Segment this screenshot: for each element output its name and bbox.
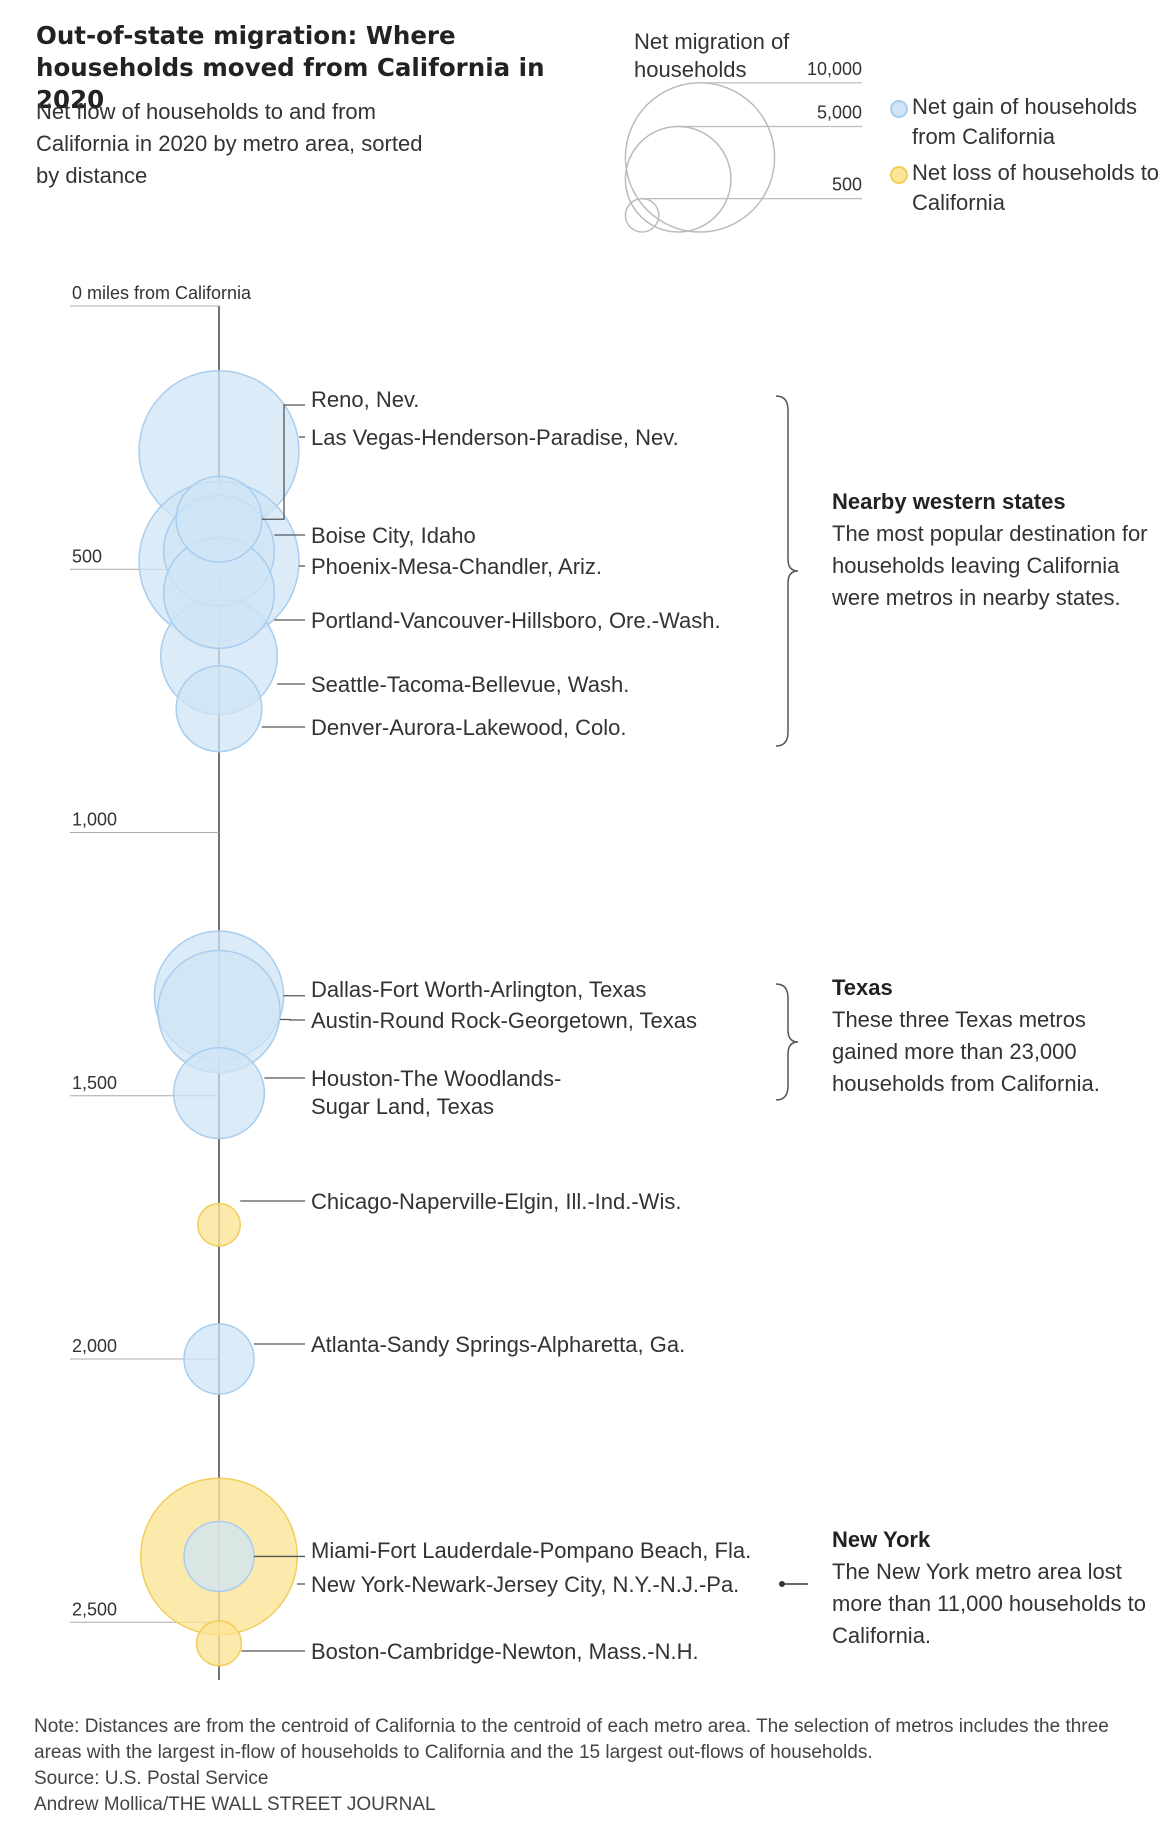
metro-label: Phoenix-Mesa-Chandler, Ariz.: [311, 554, 602, 579]
metro-label-line-two: Sugar Land, Texas: [311, 1094, 494, 1119]
bubble-gain: [138, 480, 300, 643]
loss-legend-label: Net loss of households to California: [912, 160, 1160, 215]
footer: Note: Distances are from the centroid of…: [34, 1714, 1154, 1818]
leader-line: [261, 404, 305, 520]
loss-legend-swatch: [890, 166, 908, 184]
footer-credit: Andrew Mollica/THE WALL STREET JOURNAL: [34, 1794, 436, 1815]
bubble-loss: [195, 1620, 243, 1667]
metro-label: Dallas-Fort Worth-Arlington, Texas: [311, 977, 646, 1002]
annotation-western-body: The most popular destination for househo…: [832, 521, 1148, 610]
metro-label: Atlanta-Sandy Springs-Alpharetta, Ga.: [311, 1332, 685, 1357]
annotation-brace: [775, 395, 799, 747]
size-legend-circle: [624, 125, 732, 233]
metro-label: Seattle-Tacoma-Bellevue, Wash.: [311, 672, 629, 697]
bubble-gain: [172, 1046, 266, 1140]
bubble-gain: [175, 475, 263, 563]
metro-label: Las Vegas-Henderson-Paradise, Nev.: [311, 425, 679, 450]
axis-tick-label: 500: [72, 546, 102, 566]
bubble-layer: [138, 370, 300, 1667]
leader-lines: [240, 404, 305, 1652]
metro-label: New York-Newark-Jersey City, N.Y.-N.J.-P…: [311, 1572, 739, 1597]
size-legend-circle: [624, 82, 776, 233]
bubble-gain: [138, 370, 300, 532]
axis-tick-label: 2,500: [72, 1599, 117, 1619]
metro-label: Miami-Fort Lauderdale-Pompano Beach, Fla…: [311, 1538, 751, 1563]
metro-label: Portland-Vancouver-Hillsboro, Ore.-Wash.: [311, 608, 721, 633]
annotation-texas: Texas These three Texas metros gained mo…: [832, 972, 1152, 1100]
annotation-brackets: [775, 395, 808, 1587]
axis-tick-label: 1,500: [72, 1073, 117, 1093]
metro-label: Boston-Cambridge-Newton, Mass.-N.H.: [311, 1639, 699, 1664]
bubble-loss: [140, 1477, 298, 1636]
metro-label: Reno, Nev.: [311, 387, 419, 412]
metro-label: Denver-Aurora-Lakewood, Colo.: [311, 715, 627, 740]
newyork-pointer-dot: [779, 1581, 785, 1587]
gain-legend-label: Net gain of households from California: [912, 94, 1138, 149]
metro-label: Boise City, Idaho: [311, 523, 476, 548]
annotation-brace: [775, 983, 799, 1101]
bubble-gain: [162, 536, 276, 650]
annotation-western: Nearby western states The most popular d…: [832, 486, 1152, 614]
bubble-gain: [183, 1520, 255, 1593]
annotation-newyork-body: The New York metro area lost more than 1…: [832, 1559, 1146, 1648]
chart-subtitle: Net flow of households to and from Calif…: [36, 99, 423, 188]
annotation-western-heading: Nearby western states: [832, 489, 1066, 514]
annotation-texas-body: These three Texas metros gained more tha…: [832, 1007, 1100, 1096]
bubble-gain: [175, 665, 263, 753]
annotation-newyork-heading: New York: [832, 1527, 931, 1552]
footer-note: Note: Distances are from the centroid of…: [34, 1716, 1109, 1763]
size-legend-title: Net migration of households: [634, 29, 790, 82]
bubble-gain: [162, 494, 276, 607]
metro-label: Austin-Round Rock-Georgetown, Texas: [311, 1008, 697, 1033]
size-legend-circle: [624, 197, 660, 233]
gain-legend-swatch: [890, 100, 908, 118]
chart-title: Out-of-state migration: Where households…: [36, 21, 545, 114]
distance-axis: 0 miles from California 500 1,000 1,500 2,00…: [70, 283, 252, 1680]
axis-tick-label: 1,000: [72, 810, 117, 830]
size-legend-label: 500: [832, 175, 862, 195]
annotation-texas-heading: Texas: [832, 975, 893, 1000]
bubble-gain: [159, 597, 279, 716]
bubble-loss: [197, 1202, 241, 1247]
metro-label: Chicago-Naperville-Elgin, Ill.-Ind.-Wis.: [311, 1189, 681, 1214]
metro-labels: Reno, Nev. Las Vegas-Henderson-Paradise, …: [311, 387, 751, 1664]
annotation-newyork: New York The New York metro area lost mo…: [832, 1524, 1152, 1652]
bubble-gain: [153, 930, 285, 1062]
bubble-gain: [183, 1323, 255, 1395]
axis-tick-label: 0 miles from California: [72, 283, 252, 303]
footer-source: Source: U.S. Postal Service: [34, 1768, 269, 1789]
bubble-gain: [157, 949, 281, 1074]
axis-tick-label: 2,000: [72, 1336, 117, 1356]
size-legend-label: 5,000: [817, 102, 862, 122]
metro-label: Houston-The Woodlands-: [311, 1066, 561, 1091]
